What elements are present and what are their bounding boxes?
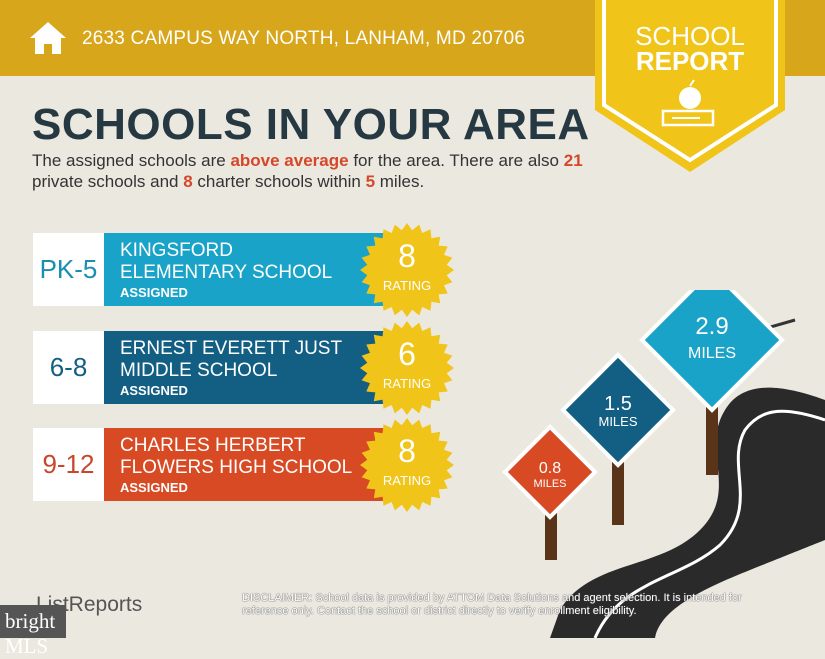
school-rating: 6 RATING <box>382 336 432 391</box>
bright-mls-logo: bright MLS <box>0 605 66 658</box>
road-signs-illustration: 2.9 MILES 1.5 MILES 0.8 MILES <box>502 290 825 638</box>
svg-text:MILES: MILES <box>533 478 566 490</box>
grade-range: 6-8 <box>33 331 104 404</box>
disclaimer: DISCLAIMER: School data is provided by A… <box>242 592 742 617</box>
sign-0.8 <box>502 424 598 520</box>
school-report-badge <box>595 0 785 172</box>
sign-2.9 <box>639 290 785 413</box>
apple-books-icon <box>661 79 715 127</box>
school-status: ASSIGNED <box>120 480 188 495</box>
intro-text: The assigned schools are above average f… <box>32 151 583 191</box>
rating-badge-icon <box>360 321 454 415</box>
rating-badge-icon <box>360 223 454 317</box>
svg-text:MILES: MILES <box>598 414 637 429</box>
school-name: CHARLES HERBERT FLOWERS HIGH SCHOOL <box>120 435 353 478</box>
road <box>550 387 825 638</box>
address: 2633 CAMPUS WAY NORTH, LANHAM, MD 20706 <box>82 28 526 49</box>
svg-text:1.5: 1.5 <box>604 393 632 415</box>
school-rating: 8 RATING <box>382 433 432 488</box>
svg-text:0.8: 0.8 <box>539 460 561 477</box>
badge-line-1: SCHOOL <box>635 21 745 51</box>
school-info: KINGSFORD ELEMENTARY SCHOOL ASSIGNED <box>104 233 384 306</box>
page-title: SCHOOLS IN YOUR AREA <box>32 100 590 149</box>
school-row: 9-12 CHARLES HERBERT FLOWERS HIGH SCHOOL … <box>33 418 454 512</box>
school-name: KINGSFORD ELEMENTARY SCHOOL <box>120 240 333 283</box>
svg-text:MILES: MILES <box>688 345 736 362</box>
home-icon <box>30 22 66 54</box>
school-status: ASSIGNED <box>120 383 188 398</box>
school-status: ASSIGNED <box>120 285 188 300</box>
badge-line-2: REPORT <box>635 46 745 76</box>
school-info: ERNEST EVERETT JUST MIDDLE SCHOOL ASSIGNE… <box>104 331 384 404</box>
grade-range: 9-12 <box>33 428 104 501</box>
school-row: PK-5 KINGSFORD ELEMENTARY SCHOOL ASSIGNED… <box>33 223 454 317</box>
svg-text:2.9: 2.9 <box>695 313 728 340</box>
school-info: CHARLES HERBERT FLOWERS HIGH SCHOOL ASSIG… <box>104 428 384 501</box>
grade-range: PK-5 <box>33 233 104 306</box>
school-name: ERNEST EVERETT JUST MIDDLE SCHOOL <box>120 338 343 381</box>
sign-1.5 <box>560 352 676 468</box>
rating-badge-icon <box>360 418 454 512</box>
school-row: 6-8 ERNEST EVERETT JUST MIDDLE SCHOOL ASS… <box>33 321 454 415</box>
school-rating: 8 RATING <box>382 238 432 293</box>
